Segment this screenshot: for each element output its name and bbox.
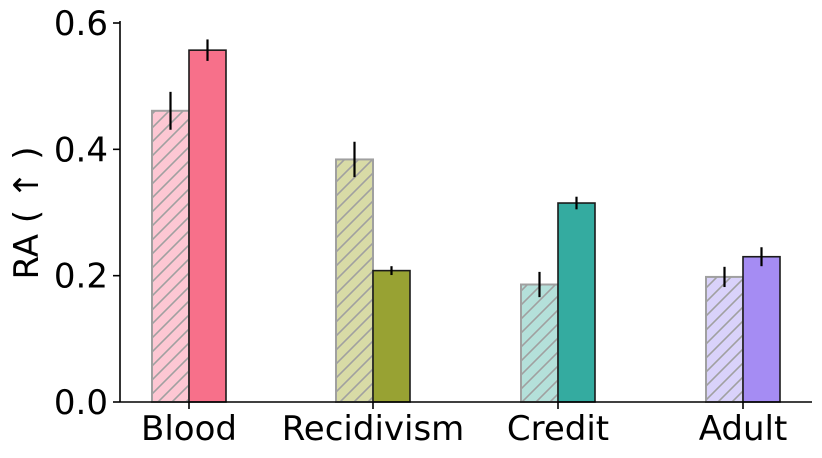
- bar-adult-solid: [742, 255, 781, 403]
- axes-layer: [113, 21, 812, 409]
- x-tick-label-adult: Adult: [699, 409, 788, 449]
- bars-layer: [151, 49, 781, 404]
- bar-adult-hatched: [705, 275, 744, 403]
- bar-recidivism-solid: [372, 269, 411, 403]
- error-bars-layer: [169, 39, 763, 298]
- bar-blood-solid: [188, 49, 227, 403]
- bar-recidivism-hatched: [335, 158, 374, 403]
- bar-credit-solid: [557, 202, 596, 403]
- bar-credit-hatched: [520, 283, 559, 404]
- labels-layer: 0.0 0.2 0.4 0.6 Blood Recidivism Credit Adult RA…: [7, 4, 787, 449]
- y-tick-label: 0.6: [54, 4, 108, 44]
- x-tick-label-credit: Credit: [507, 409, 609, 449]
- x-tick-label-blood: Blood: [141, 409, 237, 449]
- bar-blood-hatched: [151, 109, 190, 403]
- y-tick-label: 0.4: [54, 130, 108, 170]
- y-tick-label: 0.2: [54, 257, 108, 297]
- y-axis-title: RA ( ↑ ): [7, 147, 47, 280]
- y-tick-label: 0.0: [54, 383, 108, 423]
- x-tick-label-recidivism: Recidivism: [282, 409, 465, 449]
